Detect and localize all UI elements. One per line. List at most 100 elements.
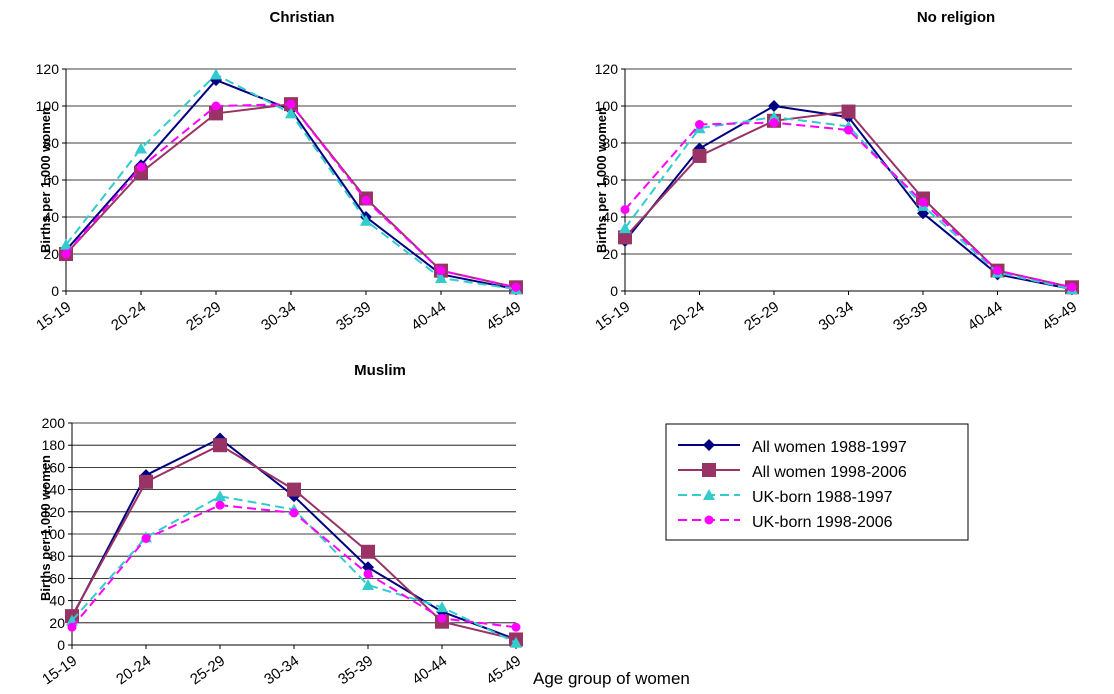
- x-tick-label: 25-29: [183, 298, 224, 334]
- y-tick-label: 40: [49, 593, 65, 609]
- data-point: [362, 561, 374, 574]
- x-tick-label: 15-19: [592, 298, 633, 334]
- series-3: [61, 99, 521, 292]
- data-point: [436, 266, 446, 276]
- y-tick-label: 180: [42, 437, 66, 453]
- data-point: [692, 148, 707, 163]
- legend-label: UK-born 1988-1997: [752, 489, 893, 506]
- legend-swatches: [678, 439, 740, 525]
- series-line: [71, 504, 517, 629]
- chart-no-religion: No religion Births per 1,000 women: [594, 9, 995, 253]
- y-tick-label: 160: [42, 459, 66, 475]
- y-tick-label: 120: [595, 61, 619, 77]
- x-tick-label: 40-44: [965, 298, 1006, 334]
- x-tick-label: 30-34: [258, 298, 299, 334]
- chart-title: No religion: [917, 9, 995, 26]
- y-tick-label: 40: [43, 209, 59, 225]
- x-tick-label: 35-39: [335, 652, 376, 688]
- y-tick-label: 200: [42, 415, 66, 431]
- x-tick-label: 35-39: [890, 298, 931, 334]
- data-point: [510, 636, 522, 648]
- data-point: [209, 106, 223, 121]
- series-line: [71, 437, 517, 641]
- x-tick-label: 40-44: [409, 652, 450, 688]
- data-point: [620, 205, 630, 215]
- chart-title: Muslim: [354, 362, 406, 379]
- data-point: [362, 579, 374, 591]
- plot-area-1: 0 20 40 60 80 100 120 15-19 20-24 25-29 30-34 35-39…: [592, 61, 1080, 334]
- y-tick-label: 100: [595, 98, 619, 114]
- series-2: [619, 111, 1078, 295]
- data-point: [135, 142, 147, 154]
- data-point: [139, 474, 153, 489]
- data-point: [60, 238, 72, 250]
- x-tick-label: 15-19: [33, 298, 74, 334]
- x-tick-label: 20-24: [108, 298, 149, 334]
- data-point: [436, 601, 448, 613]
- data-point: [511, 622, 521, 632]
- y-tick-label: 100: [42, 526, 66, 542]
- y-tick-label: 60: [602, 172, 618, 188]
- x-tick-label: 25-29: [741, 298, 782, 334]
- y-axis-label: Births per 1,000 women: [38, 107, 53, 253]
- data-point: [361, 195, 371, 205]
- data-point: [287, 482, 301, 497]
- x-tick-label: 25-29: [187, 652, 228, 688]
- data-point: [618, 230, 632, 245]
- data-point: [61, 249, 71, 259]
- y-tick-label: 0: [57, 637, 65, 653]
- chart-christian: Christian Births per 1,000 women: [38, 9, 335, 253]
- legend: All women 1988-1997 All women 1998-2006 …: [665, 423, 969, 541]
- data-point: [210, 68, 222, 80]
- x-tick-label: 15-19: [39, 652, 80, 688]
- series-1: [59, 97, 523, 295]
- data-point: [437, 613, 447, 623]
- data-point: [841, 104, 856, 119]
- x-tick-label: 20-24: [667, 298, 708, 334]
- y-tick-label: 100: [36, 98, 60, 114]
- series-line: [71, 495, 517, 644]
- plot-area-0: 0 20 40 60 80 100 120 15-19 20-24 25-29 30-34 35-39…: [33, 61, 524, 334]
- data-point: [1067, 282, 1077, 292]
- series-3: [67, 500, 521, 632]
- y-tick-label: 80: [49, 548, 65, 564]
- data-point: [213, 438, 227, 453]
- data-point: [286, 99, 296, 109]
- y-tick-label: 20: [49, 615, 65, 631]
- data-point: [695, 120, 704, 129]
- data-point: [703, 439, 715, 451]
- legend-label: All women 1998-2006: [752, 464, 907, 481]
- data-point: [215, 500, 225, 510]
- series-3: [620, 118, 1077, 292]
- legend-label: UK-born 1998-2006: [752, 514, 893, 531]
- data-point: [285, 107, 297, 119]
- data-point: [702, 463, 716, 477]
- data-point: [361, 544, 375, 559]
- y-tick-label: 0: [51, 283, 59, 299]
- y-tick-label: 120: [36, 61, 60, 77]
- y-axis-label: Births per 1,000 women: [594, 107, 609, 253]
- data-point: [435, 272, 447, 284]
- data-point: [511, 282, 521, 292]
- x-tick-label: 40-44: [408, 298, 449, 334]
- data-point: [918, 197, 928, 207]
- legend-box: [665, 423, 969, 541]
- series-2: [60, 68, 522, 295]
- y-tick-label: 80: [602, 135, 618, 151]
- y-tick-label: 20: [602, 246, 618, 262]
- x-tick-label: 45-49: [483, 298, 524, 334]
- series-1: [65, 438, 523, 647]
- y-tick-label: 120: [42, 504, 66, 520]
- data-point: [289, 508, 299, 518]
- x-tick-label: 45-49: [1039, 298, 1080, 334]
- data-point: [141, 533, 151, 543]
- data-point: [704, 515, 714, 525]
- data-point: [768, 100, 780, 112]
- legend-label: All women 1988-1997: [752, 439, 907, 456]
- x-tick-label: 35-39: [333, 298, 374, 334]
- data-point: [360, 214, 372, 226]
- data-point: [703, 489, 715, 500]
- y-tick-label: 20: [43, 246, 59, 262]
- series-line: [65, 103, 517, 289]
